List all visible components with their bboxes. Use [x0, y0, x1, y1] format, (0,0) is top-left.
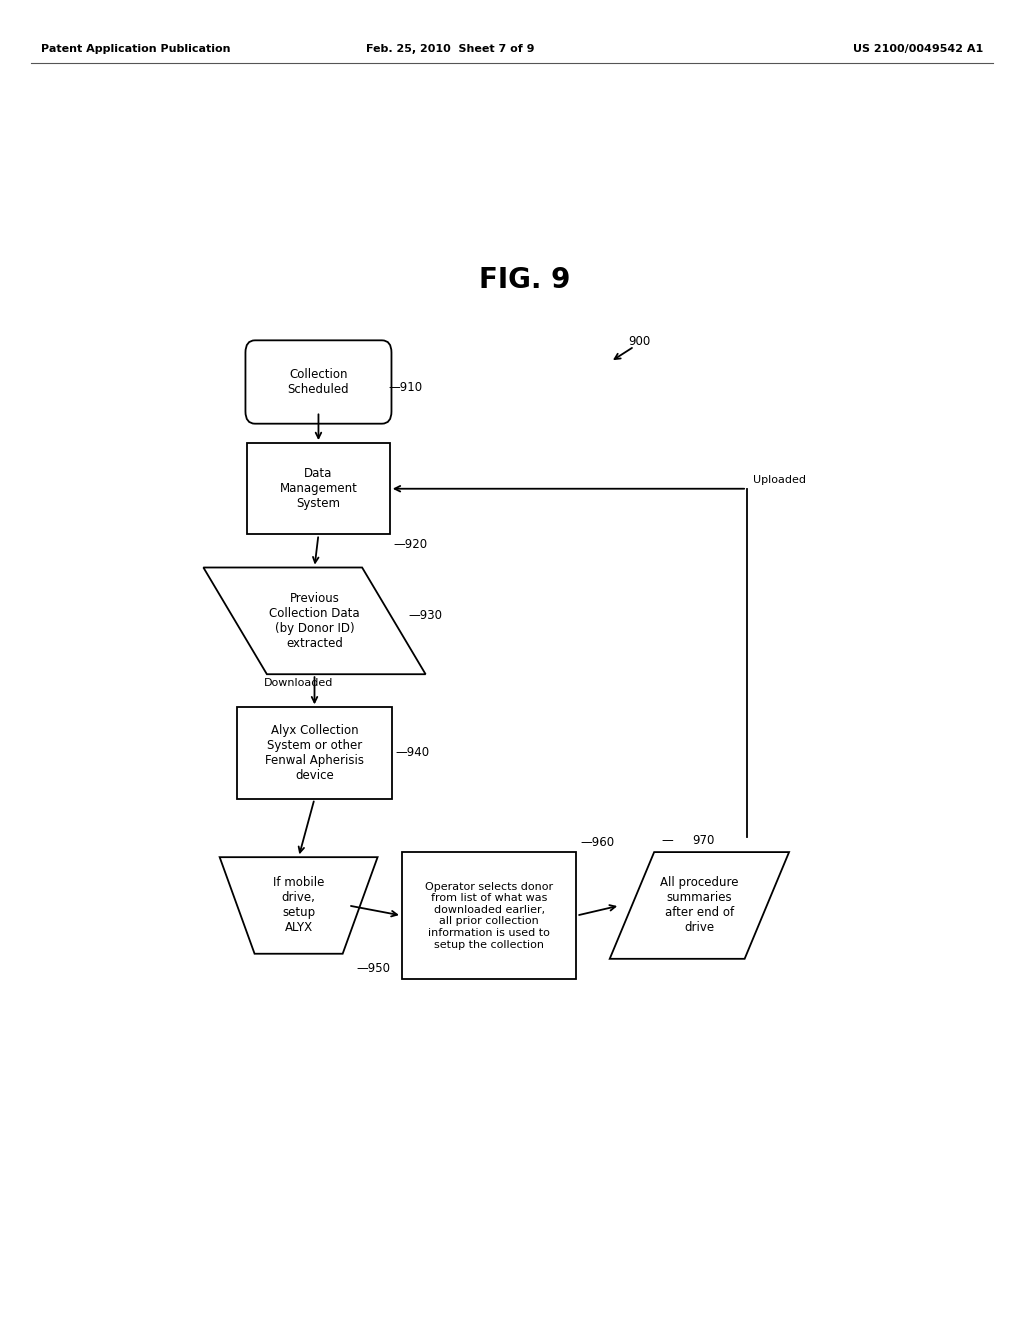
Text: —950: —950	[356, 962, 390, 975]
Text: —: —	[662, 834, 674, 847]
Text: —910: —910	[388, 380, 423, 393]
Text: If mobile
drive,
setup
ALYX: If mobile drive, setup ALYX	[273, 876, 325, 935]
Text: Data
Management
System: Data Management System	[280, 467, 357, 511]
Text: Feb. 25, 2010  Sheet 7 of 9: Feb. 25, 2010 Sheet 7 of 9	[367, 44, 535, 54]
Text: 970: 970	[692, 834, 715, 847]
Text: Patent Application Publication: Patent Application Publication	[41, 44, 230, 54]
Bar	[247, 444, 390, 535]
Polygon shape	[609, 853, 790, 958]
Text: —930: —930	[409, 610, 442, 622]
Text: All procedure
summaries
after end of
drive: All procedure summaries after end of dri…	[660, 876, 738, 935]
Text: Uploaded: Uploaded	[754, 475, 806, 484]
Text: FIG. 9: FIG. 9	[479, 267, 570, 294]
Text: Downloaded: Downloaded	[264, 677, 333, 688]
Polygon shape	[220, 857, 378, 954]
Bar	[238, 708, 392, 799]
Text: —940: —940	[396, 747, 430, 759]
Text: Collection
Scheduled: Collection Scheduled	[288, 368, 349, 396]
Text: Operator selects donor
from list of what was
downloaded earlier,
all prior colle: Operator selects donor from list of what…	[425, 882, 553, 949]
Text: US 2100/0049542 A1: US 2100/0049542 A1	[853, 44, 983, 54]
Text: —960: —960	[581, 836, 614, 849]
FancyBboxPatch shape	[246, 341, 391, 424]
Text: —920: —920	[394, 537, 428, 550]
Text: Previous
Collection Data
(by Donor ID)
extracted: Previous Collection Data (by Donor ID) e…	[269, 591, 359, 649]
Bar	[401, 853, 577, 979]
Text: Alyx Collection
System or other
Fenwal Apherisis
device: Alyx Collection System or other Fenwal A…	[265, 723, 364, 781]
Text: 900: 900	[628, 335, 650, 348]
Polygon shape	[204, 568, 426, 675]
